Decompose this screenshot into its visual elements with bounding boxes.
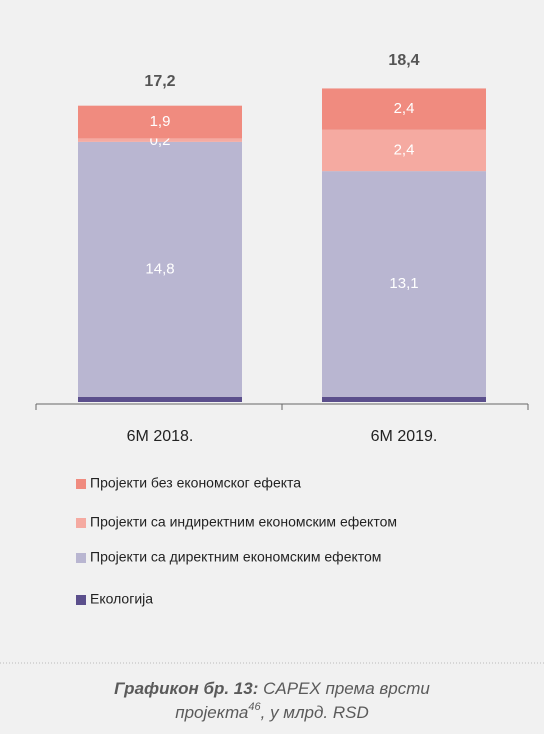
legend-swatch — [76, 479, 86, 489]
caption-text: CAPEX према врсти — [263, 679, 430, 698]
legend-swatch — [76, 595, 86, 605]
total-label: 17,2 — [144, 73, 175, 90]
legend-label: Екологија — [90, 591, 153, 607]
data-label: 1,9 — [150, 113, 171, 130]
caption-text: пројекта — [175, 703, 248, 722]
legend-label: Пројекти са индиректним економским ефект… — [90, 514, 397, 530]
data-label: 2,4 — [394, 141, 415, 158]
bar-segment — [322, 129, 486, 172]
data-label: 13,1 — [389, 275, 418, 292]
data-label: 2,4 — [394, 100, 415, 117]
bar-segment — [78, 396, 242, 402]
bar-segment — [322, 171, 486, 397]
caption-text: , у млрд. RSD — [261, 703, 369, 722]
caption-bold: Графикон бр. 13: — [114, 679, 258, 698]
legend-label: Пројекти без економског ефекта — [90, 475, 301, 491]
x-tick-label: 6М 2018. — [127, 428, 194, 445]
x-tick-label: 6М 2019. — [371, 428, 438, 445]
bar-segment — [78, 138, 242, 142]
bar-segment — [78, 141, 242, 397]
bar-segment — [322, 396, 486, 402]
bar-segment — [78, 105, 242, 139]
data-label: 14,8 — [145, 260, 174, 277]
legend-swatch — [76, 518, 86, 528]
total-label: 18,4 — [388, 52, 419, 69]
bar-segment — [322, 88, 486, 130]
caption: пројекта46, у млрд. RSD — [175, 701, 369, 723]
legend-swatch — [76, 553, 86, 563]
legend-label: Пројекти са директним економским ефектом — [90, 549, 381, 565]
caption-sup: 46 — [248, 701, 261, 713]
caption: Графикон бр. 13: CAPEX према врсти — [114, 679, 430, 698]
